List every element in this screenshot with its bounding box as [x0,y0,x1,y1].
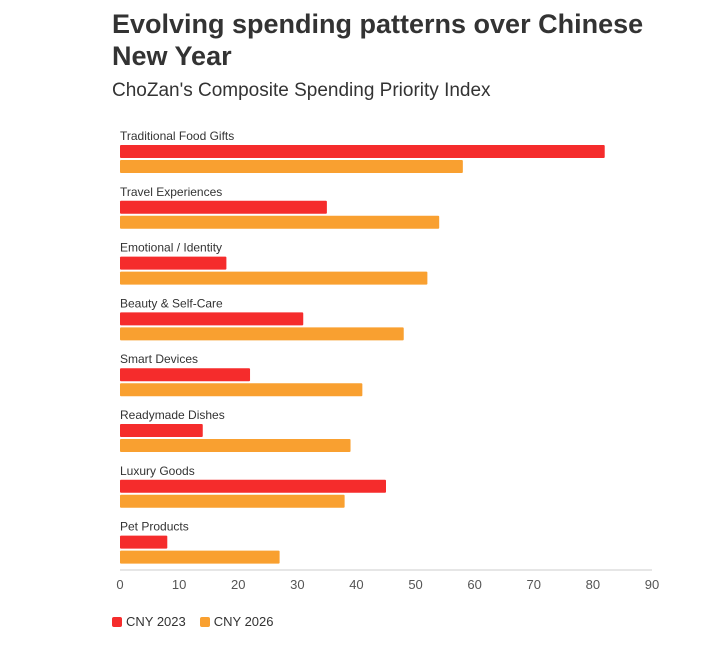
bar-2023 [120,535,168,549]
bar-2026 [120,550,280,564]
category-label: Travel Experiences [120,185,222,199]
category-label: Readymade Dishes [120,408,225,422]
category-label: Beauty & Self-Care [120,296,223,310]
bar-2026 [120,271,428,285]
bar-2023 [120,200,327,214]
x-tick-label: 60 [467,577,481,592]
x-axis: 0 10 20 30 40 50 60 70 80 90 [116,569,659,592]
bar-chart: Traditional Food Gifts Travel Experiences… [116,129,659,592]
x-tick-label: 20 [231,577,245,592]
category-label: Emotional / Identity [120,241,222,255]
bar-2026 [120,383,363,397]
legend-label: CNY 2023 [126,614,186,629]
bar-2023 [120,424,203,437]
legend-item-2026: CNY 2026 [199,614,274,629]
bar-2023 [120,368,251,382]
x-tick-label: 40 [349,577,363,592]
bar-2026 [120,215,440,229]
legend: CNY 2023 CNY 2026 [112,614,280,629]
bar-2023 [120,479,386,493]
bar-2026 [120,160,463,173]
x-tick-label: 50 [408,577,422,592]
category-label: Smart Devices [120,352,198,366]
bar-2026 [120,494,345,508]
x-tick-label: 80 [586,577,600,592]
category-label: Luxury Goods [120,464,195,478]
bar-2023 [120,256,227,270]
legend-item-2023: CNY 2023 [112,614,186,629]
x-tick-label: 10 [172,577,186,592]
x-tick-label: 70 [527,577,541,592]
legend-swatch [199,616,210,627]
plot-area: Traditional Food Gifts Travel Experiences… [120,129,605,564]
legend-swatch [112,616,122,627]
chart-title: Evolving spending patterns over Chinese … [112,9,644,71]
bar-2023 [120,312,304,326]
chart-subtitle: ChoZan's Composite Spending Priority Ind… [112,80,491,101]
category-label: Pet Products [120,520,189,534]
x-tick-label: 90 [645,577,659,592]
x-tick-label: 30 [290,577,304,592]
bar-2023 [120,145,605,158]
bar-2026 [120,439,351,452]
legend-label: CNY 2026 [213,614,274,629]
x-tick-label: 0 [116,577,123,592]
bar-2026 [120,327,404,341]
category-label: Traditional Food Gifts [120,129,234,143]
